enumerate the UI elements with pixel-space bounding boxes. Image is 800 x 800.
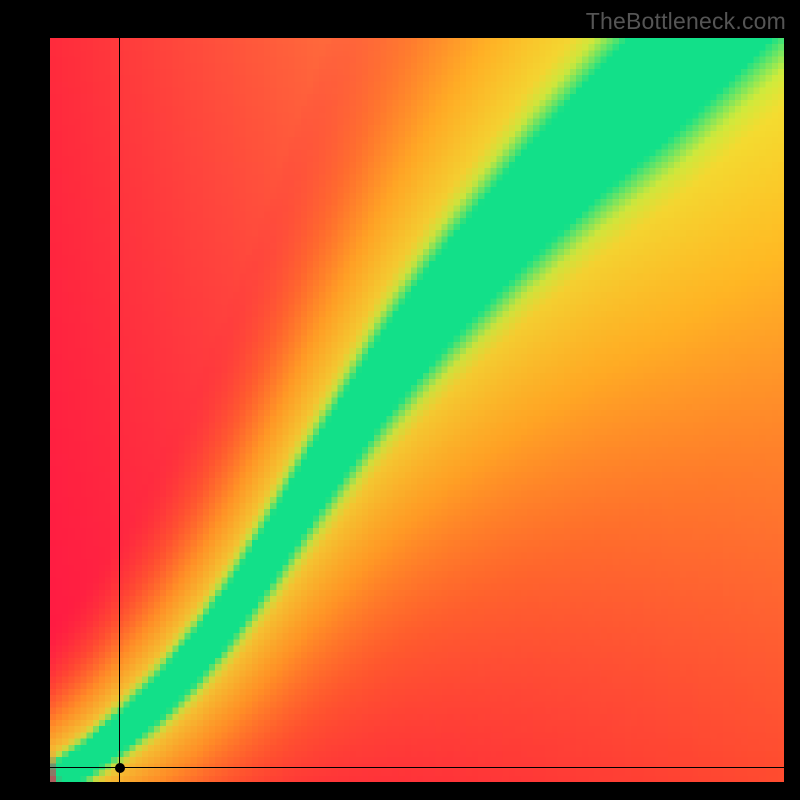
watermark-text: TheBottleneck.com [586, 8, 786, 35]
crosshair-point [115, 763, 125, 773]
crosshair-horizontal [50, 767, 784, 768]
heatmap-canvas [50, 38, 784, 782]
plot-area [50, 38, 784, 782]
crosshair-vertical [119, 38, 120, 782]
chart-container: TheBottleneck.com [0, 0, 800, 800]
